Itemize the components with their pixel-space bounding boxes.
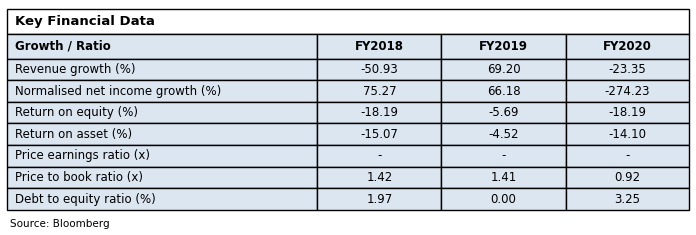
Text: -14.10: -14.10 — [608, 128, 647, 141]
Bar — [317, 34, 441, 59]
Bar — [317, 188, 441, 210]
Text: -4.52: -4.52 — [489, 128, 519, 141]
Bar — [441, 34, 566, 59]
Text: Price to book ratio (x): Price to book ratio (x) — [15, 171, 143, 184]
Text: Return on equity (%): Return on equity (%) — [15, 106, 138, 119]
Bar — [441, 102, 566, 123]
Bar — [566, 34, 689, 59]
Text: -274.23: -274.23 — [605, 85, 650, 98]
Bar — [317, 59, 441, 80]
Text: 1.42: 1.42 — [366, 171, 393, 184]
Bar — [7, 80, 317, 102]
Bar — [441, 167, 566, 188]
Bar — [317, 80, 441, 102]
Bar — [7, 167, 317, 188]
Text: 0.00: 0.00 — [491, 193, 516, 206]
Bar — [317, 145, 441, 167]
Bar — [566, 188, 689, 210]
Bar — [441, 80, 566, 102]
Bar — [566, 167, 689, 188]
Bar — [7, 9, 689, 34]
Text: -23.35: -23.35 — [608, 63, 646, 76]
Text: Return on asset (%): Return on asset (%) — [15, 128, 132, 141]
Text: 3.25: 3.25 — [615, 193, 640, 206]
Bar — [317, 102, 441, 123]
Bar — [566, 80, 689, 102]
Bar — [317, 123, 441, 145]
Text: -: - — [377, 149, 381, 162]
Bar — [7, 123, 317, 145]
Text: 0.92: 0.92 — [615, 171, 640, 184]
Text: Price earnings ratio (x): Price earnings ratio (x) — [15, 149, 150, 162]
Text: -18.19: -18.19 — [608, 106, 647, 119]
Text: -: - — [625, 149, 629, 162]
Bar — [7, 102, 317, 123]
Bar — [566, 123, 689, 145]
Text: FY2019: FY2019 — [479, 40, 528, 53]
Text: 1.41: 1.41 — [491, 171, 516, 184]
Bar — [566, 145, 689, 167]
Text: -5.69: -5.69 — [489, 106, 519, 119]
Text: 69.20: 69.20 — [487, 63, 521, 76]
Text: Key Financial Data: Key Financial Data — [15, 15, 155, 28]
Text: -15.07: -15.07 — [361, 128, 398, 141]
Text: Normalised net income growth (%): Normalised net income growth (%) — [15, 85, 221, 98]
Text: FY2018: FY2018 — [355, 40, 404, 53]
Text: -: - — [501, 149, 506, 162]
Text: Revenue growth (%): Revenue growth (%) — [15, 63, 136, 76]
Bar — [7, 34, 317, 59]
Text: -50.93: -50.93 — [361, 63, 398, 76]
Bar — [441, 145, 566, 167]
Bar — [441, 188, 566, 210]
Text: -18.19: -18.19 — [361, 106, 398, 119]
Bar — [7, 145, 317, 167]
Text: 75.27: 75.27 — [363, 85, 396, 98]
Bar — [566, 59, 689, 80]
Bar — [441, 123, 566, 145]
Text: 66.18: 66.18 — [487, 85, 521, 98]
Bar — [7, 59, 317, 80]
Bar — [317, 167, 441, 188]
Bar — [7, 188, 317, 210]
Text: Debt to equity ratio (%): Debt to equity ratio (%) — [15, 193, 156, 206]
Bar — [566, 102, 689, 123]
Bar — [441, 59, 566, 80]
Text: Source: Bloomberg: Source: Bloomberg — [10, 219, 110, 229]
Text: FY2020: FY2020 — [603, 40, 651, 53]
Text: Growth / Ratio: Growth / Ratio — [15, 40, 111, 53]
Text: 1.97: 1.97 — [366, 193, 393, 206]
